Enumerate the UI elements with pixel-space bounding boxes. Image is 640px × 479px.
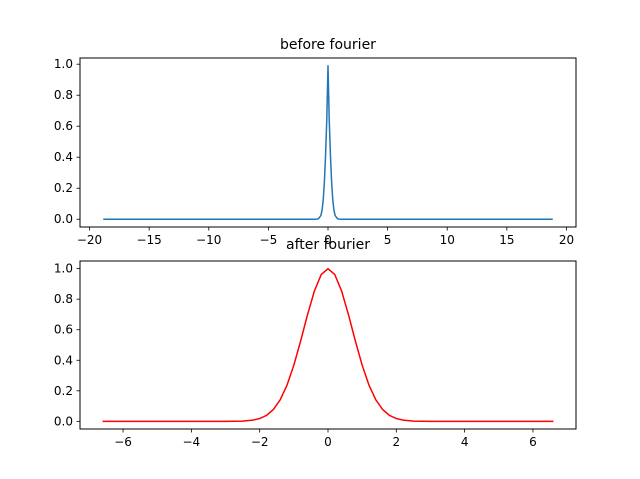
y-tick-label: 0.8 <box>54 88 73 102</box>
x-tick-label: 6 <box>529 435 537 449</box>
x-tick-label: 4 <box>461 435 469 449</box>
y-tick-label: 0.6 <box>54 119 73 133</box>
x-tick-label: 2 <box>392 435 400 449</box>
series-line <box>102 267 554 423</box>
series-line <box>103 65 553 220</box>
x-tick-label: −4 <box>183 435 201 449</box>
y-tick-label: 0.2 <box>54 181 73 195</box>
x-tick-label: −10 <box>196 233 221 247</box>
x-tick-label: −6 <box>114 435 132 449</box>
x-tick-label: 10 <box>440 233 455 247</box>
chart-title: after fourier <box>286 237 370 253</box>
x-tick-label: 5 <box>384 233 392 247</box>
y-tick-label: 0.4 <box>54 150 73 164</box>
y-tick-label: 0.6 <box>54 323 73 337</box>
x-tick-label: 0 <box>324 435 332 449</box>
y-tick-label: 0.0 <box>54 212 73 226</box>
x-tick-label: −5 <box>260 233 278 247</box>
axes: −6 −4 −2 0 2 4 6 0.0 0.2 0.4 0.6 0.8 1.0 <box>54 262 537 449</box>
y-tick-label: 0.2 <box>54 384 73 398</box>
y-tick-label: 0.0 <box>54 414 73 428</box>
y-tick-label: 1.0 <box>54 57 73 71</box>
x-tick-label: −2 <box>251 435 269 449</box>
y-tick-label: 1.0 <box>54 262 73 276</box>
y-tick-label: 0.8 <box>54 292 73 306</box>
x-tick-label: 20 <box>559 233 574 247</box>
chart-title: before fourier <box>280 37 376 53</box>
x-tick-label: −20 <box>77 233 102 247</box>
plot-area <box>103 65 553 220</box>
x-tick-label: 0 <box>324 233 332 247</box>
x-tick-label: 15 <box>499 233 514 247</box>
x-tick-label: −15 <box>136 233 161 247</box>
plot-area <box>102 267 554 423</box>
plot-before-fourier: before fourier −20 −15 −10 −5 0 5 10 15 20 0.0 0.2… <box>54 37 577 247</box>
axes: −20 −15 −10 −5 0 5 10 15 20 0.0 0.2 0.4 0.6 0.8 1.0 <box>54 57 574 247</box>
plot-after-fourier: after fourier −6 −4 −2 0 2 4 6 0.0 0.2 0.4 0.6 0.8 1… <box>54 237 577 449</box>
y-tick-label: 0.4 <box>54 353 73 367</box>
